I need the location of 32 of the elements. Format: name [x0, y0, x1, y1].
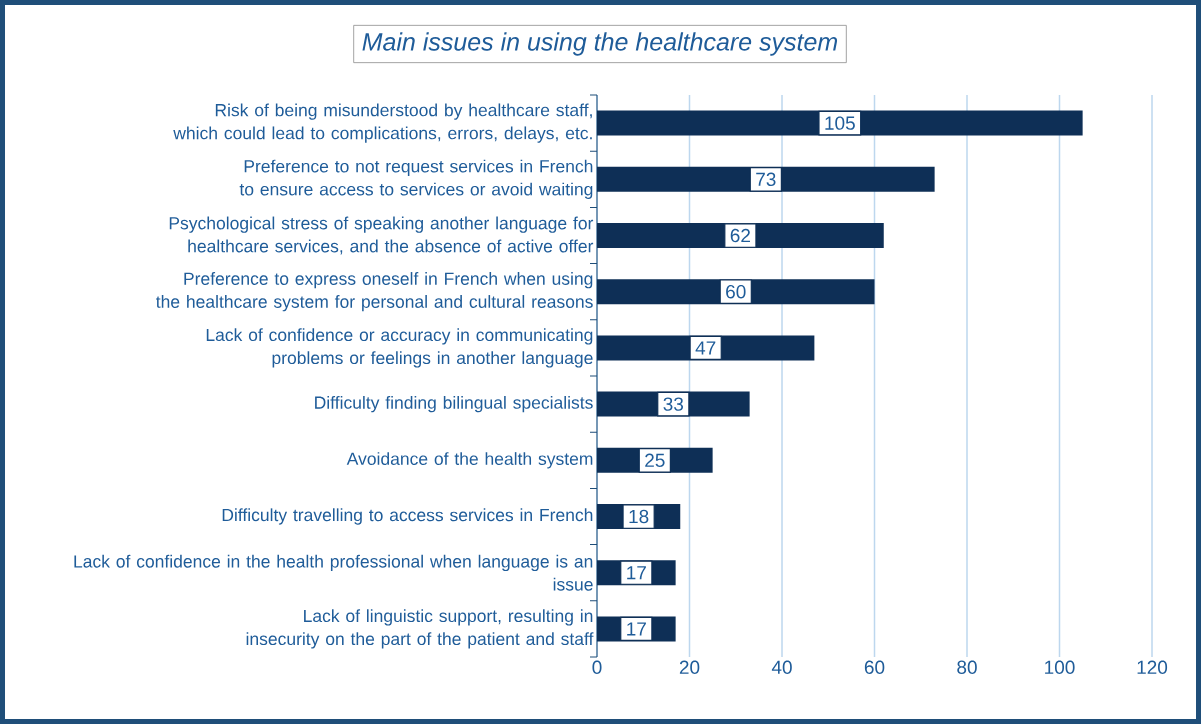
x-tick-label: 20 — [679, 660, 700, 674]
chart-title: Main issues in using the healthcare system — [362, 32, 838, 56]
x-tick-label: 120 — [1137, 660, 1168, 674]
bar — [597, 279, 875, 305]
y-tick-label: Risk of being misunderstood by healthcare staff, which could lead to complications, errors, delays, etc. — [173, 103, 592, 143]
y-tick-label: Preference to express oneself in French when using the healthcare system for personal and cultural reasons — [156, 272, 593, 312]
y-tick-label: Lack of confidence or accuracy in communicating problems or feelings in another language — [206, 328, 593, 368]
data-label: 62 — [730, 228, 750, 243]
data-label: 73 — [756, 172, 776, 187]
x-tick-label: 40 — [771, 660, 792, 674]
y-tick-label: Psychological stress of speaking another language for healthcare services, and the absence of active offer — [169, 216, 594, 255]
data-label: 17 — [627, 566, 646, 580]
y-tick-label: Lack of linguistic support, resulting in insecurity on the part of the patient and staff — [246, 609, 594, 649]
data-label: 105 — [825, 116, 855, 130]
data-label: 25 — [645, 453, 665, 468]
data-label: 33 — [663, 397, 684, 411]
y-tick-label: Lack of confidence in the health professional when language is an issue — [74, 554, 593, 591]
data-label: 17 — [627, 622, 646, 636]
y-tick-label: Difficulty finding bilingual specialists — [315, 395, 593, 413]
bar — [597, 110, 1083, 136]
y-tick-label: Avoidance of the health system — [346, 452, 593, 469]
y-tick-label: Preference to not request services in French to ensure access to services or avoid waiting — [239, 159, 593, 199]
bar — [597, 166, 935, 192]
y-tick-label: Difficulty travelling to access services in French — [222, 508, 593, 525]
data-label: 18 — [629, 509, 649, 524]
data-label: 60 — [726, 284, 746, 299]
x-tick-label: 80 — [957, 660, 977, 674]
bar — [597, 223, 884, 249]
x-tick-label: 60 — [864, 660, 885, 674]
x-tick-label: 0 — [592, 660, 602, 674]
data-label: 47 — [695, 341, 716, 355]
x-tick-label: 100 — [1045, 660, 1075, 674]
